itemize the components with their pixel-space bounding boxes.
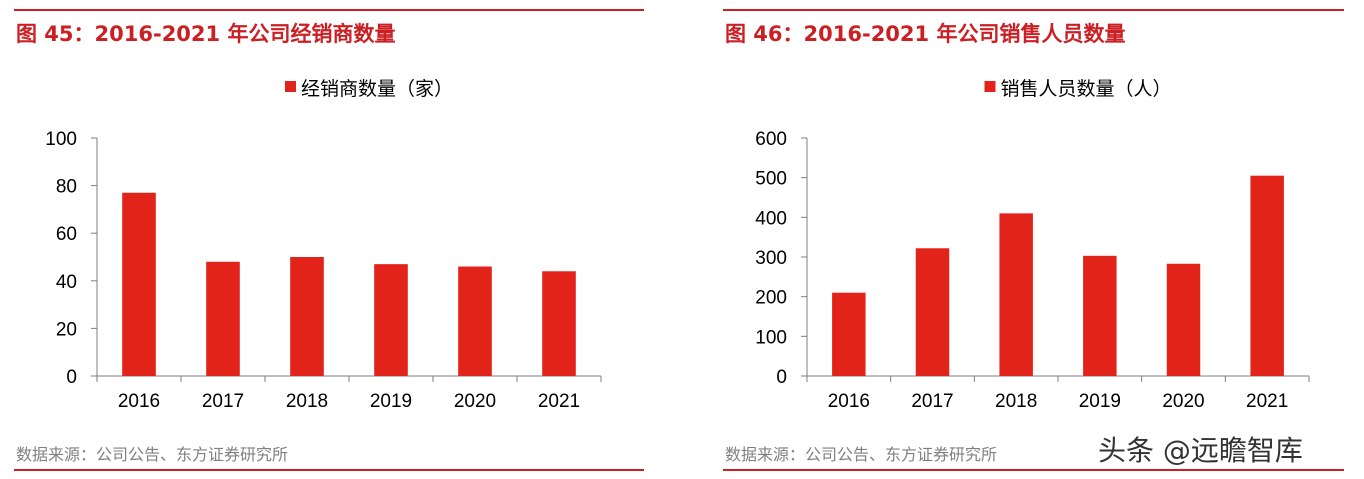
y-tick-label: 60 bbox=[56, 224, 77, 245]
legend-label: 销售人员数量（人） bbox=[1000, 78, 1171, 100]
y-tick-label: 100 bbox=[45, 129, 77, 150]
bar-2016 bbox=[122, 192, 156, 376]
legend: 销售人员数量（人） bbox=[984, 78, 1172, 100]
legend-label: 经销商数量（家） bbox=[301, 78, 453, 100]
y-tick-label: 300 bbox=[755, 248, 787, 269]
legend-swatch bbox=[284, 81, 296, 92]
y-tick-label: 80 bbox=[56, 177, 77, 198]
bar-2020 bbox=[458, 266, 492, 376]
figure-45-panel: 图 45：2016-2021 年公司经销商数量 经销商数量（家） 0 20 40 60 8… bbox=[14, 0, 644, 479]
x-tick-label: 2019 bbox=[370, 391, 412, 412]
x-tick-label: 2016 bbox=[118, 391, 160, 412]
x-tick-label: 2017 bbox=[202, 391, 244, 412]
bar-2019 bbox=[374, 264, 408, 376]
y-tick-label: 200 bbox=[755, 288, 787, 309]
figure-46-panel: 图 46：2016-2021 年公司销售人员数量 销售人员数量（人） 0 100 20… bbox=[723, 0, 1344, 479]
top-rule bbox=[14, 9, 644, 11]
x-tick-label: 2017 bbox=[911, 391, 953, 412]
bar-2017 bbox=[915, 248, 950, 376]
y-tick-label: 400 bbox=[755, 208, 787, 229]
x-tick-label: 2018 bbox=[286, 391, 328, 412]
y-tick-label: 100 bbox=[755, 327, 787, 348]
bottom-rule bbox=[14, 469, 644, 471]
x-tick-label: 2019 bbox=[1079, 391, 1121, 412]
y-tick-label: 500 bbox=[755, 169, 787, 190]
watermark: 头条 @远瞻智库 bbox=[1098, 434, 1303, 467]
y-tick-label: 0 bbox=[66, 367, 77, 388]
y-tick-label: 20 bbox=[56, 319, 77, 340]
x-tick-label: 2020 bbox=[1162, 391, 1204, 412]
bar-2016 bbox=[832, 292, 866, 376]
bar-2021 bbox=[542, 271, 576, 376]
x-tick-label: 2016 bbox=[828, 391, 870, 412]
figure-title: 图 45：2016-2021 年公司经销商数量 bbox=[16, 22, 396, 46]
dealer-count-chart: 经销商数量（家） 0 20 40 60 80 100 2016 2017 2018 2019 2020… bbox=[45, 78, 602, 412]
salesperson-count-chart: 销售人员数量（人） 0 100 200 300 400 500 600 2016 2017 2018… bbox=[755, 78, 1310, 412]
bar-2017 bbox=[206, 261, 240, 376]
legend: 经销商数量（家） bbox=[284, 78, 453, 100]
bar-2019 bbox=[1083, 255, 1117, 376]
figure-title: 图 46：2016-2021 年公司销售人员数量 bbox=[725, 22, 1126, 46]
data-source: 数据来源：公司公告、东方证券研究所 bbox=[16, 445, 289, 464]
x-tick-label: 2018 bbox=[995, 391, 1037, 412]
x-tick-label: 2020 bbox=[454, 391, 496, 412]
bar-2018 bbox=[290, 257, 324, 376]
top-rule bbox=[723, 9, 1344, 11]
bar-2020 bbox=[1166, 263, 1201, 376]
y-tick-label: 0 bbox=[776, 367, 787, 388]
bar-2018 bbox=[999, 213, 1033, 376]
bottom-rule bbox=[723, 469, 1344, 471]
x-tick-label: 2021 bbox=[538, 391, 580, 412]
data-source: 数据来源：公司公告、东方证券研究所 bbox=[725, 445, 998, 464]
x-tick-label: 2021 bbox=[1246, 391, 1288, 412]
y-tick-label: 40 bbox=[56, 272, 77, 293]
bar-2021 bbox=[1250, 175, 1284, 376]
legend-swatch bbox=[984, 81, 996, 92]
y-tick-label: 600 bbox=[755, 129, 787, 150]
